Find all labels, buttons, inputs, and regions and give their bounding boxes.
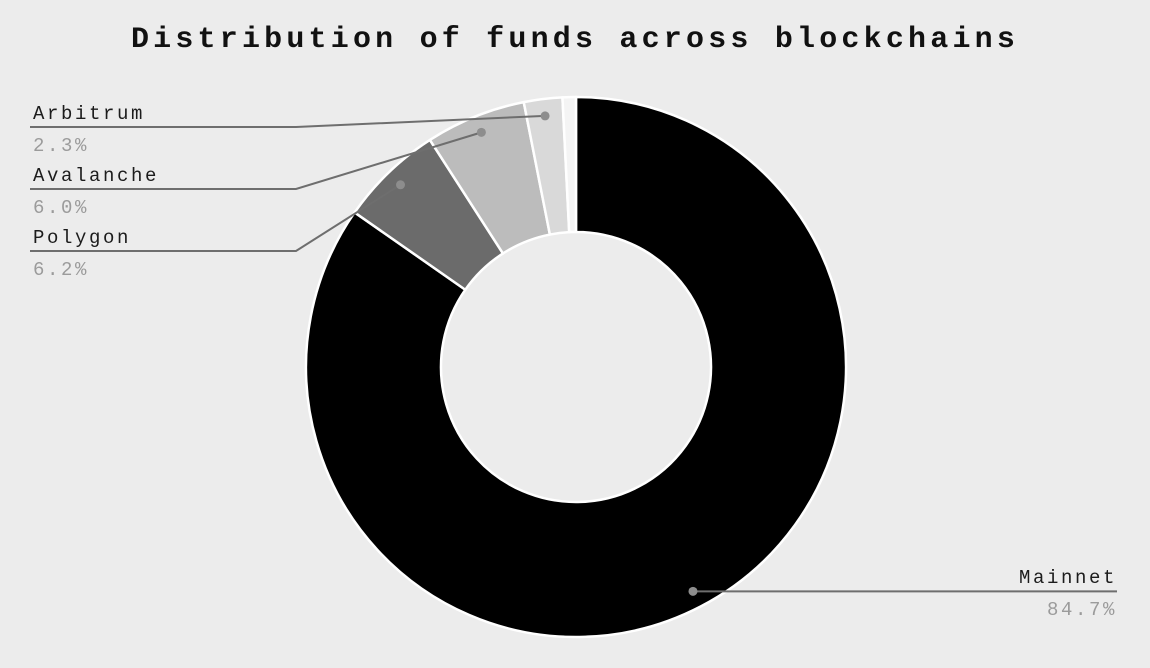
callout-avalanche-label: Avalanche: [33, 165, 160, 187]
pie-slice-mainnet[interactable]: [304, 95, 848, 639]
callout-leader-line: [30, 114, 546, 128]
chart-title: Distribution of funds across blockchains: [130, 23, 1020, 57]
pie-slice-unlabeled[interactable]: [561, 95, 578, 234]
callout-polygon-label: Polygon: [33, 227, 132, 249]
callout-dot: [540, 111, 550, 121]
callout-leader-line: [30, 131, 482, 190]
callout-leader-line: [30, 183, 402, 252]
callout-avalanche-value: 6.0%: [33, 197, 90, 219]
callout-dot: [688, 586, 698, 596]
callout-mainnet-label: Mainnet: [1018, 567, 1117, 589]
callout-arbitrum-value: 2.3%: [33, 135, 90, 157]
callout-arbitrum: Arbitrum 2.3%: [33, 102, 145, 158]
callout-dot: [476, 127, 486, 137]
callout-polygon: Polygon 6.2%: [33, 226, 131, 282]
callout-mainnet-value: 84.7%: [1046, 599, 1117, 621]
callout-mainnet: Mainnet 84.7%: [1019, 566, 1117, 622]
callout-avalanche: Avalanche 6.0%: [33, 164, 159, 220]
callout-arbitrum-label: Arbitrum: [33, 103, 146, 125]
callout-dot: [396, 180, 406, 190]
callout-polygon-value: 6.2%: [33, 259, 90, 281]
